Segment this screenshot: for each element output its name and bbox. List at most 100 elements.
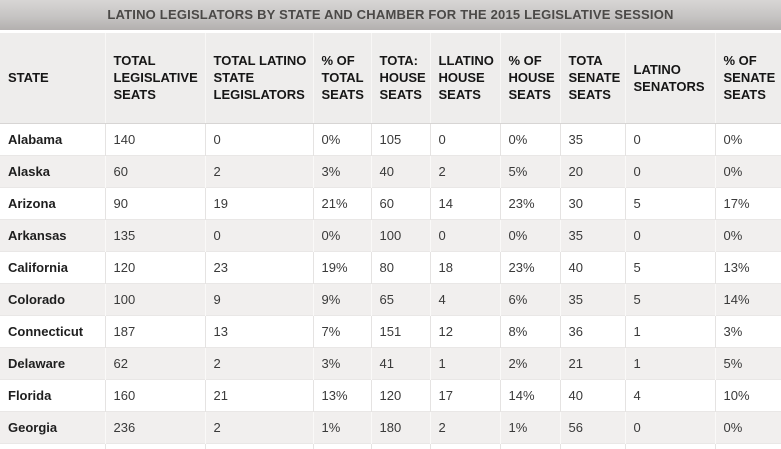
column-header-latino-senators: LATINO SENATORS [624,33,715,124]
state-cell: Alaska [0,154,105,187]
value-cell: 17% [714,186,781,219]
value-cell: 9 [204,282,313,315]
value-cell: 2 [204,346,313,379]
table-title: LATINO LEGISLATORS BY STATE AND CHAMBER … [0,0,781,30]
value-cell: 35 [559,123,625,155]
value-cell: 13% [714,250,781,283]
value-cell: 30 [559,186,625,219]
column-header-of-total-seats: % OF TOTAL SEATS [312,33,371,124]
column-header-total-latino-state-legislators: TOTAL LATINO STATE LEGISLATORS [204,33,313,124]
value-cell: 0 [624,410,715,443]
value-cell [559,442,625,449]
value-cell [104,442,205,449]
state-cell: Delaware [0,346,105,379]
value-cell: 120 [370,378,430,411]
table-row-alaska: Alaska 60 2 3% 40 2 5% 20 0 0% [0,154,781,187]
column-header-state: STATE [0,33,105,124]
value-cell [499,442,560,449]
value-cell: 105 [370,123,430,155]
value-cell: 18 [429,250,500,283]
table-row-colorado: Colorado 100 9 9% 65 4 6% 35 5 14% [0,282,781,315]
value-cell: 0% [499,123,560,155]
value-cell: 0% [714,154,781,187]
column-header-of-house-seats: % OF HOUSE SEATS [499,33,560,124]
state-cell [0,442,105,449]
value-cell: 14% [499,378,560,411]
value-cell: 23% [499,250,560,283]
value-cell: 2 [429,154,500,187]
value-cell: 236 [104,410,205,443]
value-cell: 4 [429,282,500,315]
table-header: STATE TOTAL LEGISLATIVE SEATS TOTAL LATINO… [0,33,781,124]
value-cell: 13% [312,378,371,411]
value-cell: 5 [624,186,715,219]
table-row-arizona: Arizona 90 19 21% 60 14 23% 30 5 17% [0,186,781,219]
column-header-llatino-house-seats: LLATINO HOUSE SEATS [429,33,500,124]
value-cell: 40 [370,154,430,187]
value-cell [624,442,715,449]
value-cell: 2% [499,346,560,379]
value-cell: 56 [559,410,625,443]
value-cell: 1 [429,346,500,379]
value-cell: 17 [429,378,500,411]
value-cell: 12 [429,314,500,347]
value-cell: 20 [559,154,625,187]
state-cell: California [0,250,105,283]
value-cell: 1 [624,314,715,347]
value-cell: 3% [714,314,781,347]
value-cell: 0% [714,218,781,251]
value-cell: 135 [104,218,205,251]
value-cell: 5% [499,154,560,187]
value-cell: 0 [624,123,715,155]
value-cell: 5% [714,346,781,379]
legislators-table: STATE TOTAL LEGISLATIVE SEATS TOTAL LATINO… [0,33,781,449]
value-cell: 0% [312,218,371,251]
value-cell: 160 [104,378,205,411]
value-cell: 8% [499,314,560,347]
value-cell: 0 [429,218,500,251]
value-cell: 9% [312,282,371,315]
state-cell: Georgia [0,410,105,443]
value-cell [370,442,430,449]
table-row-california: California 120 23 19% 80 18 23% 40 5 13% [0,250,781,283]
state-cell: Colorado [0,282,105,315]
value-cell: 19% [312,250,371,283]
value-cell: 41 [370,346,430,379]
value-cell: 35 [559,282,625,315]
value-cell: 0% [312,123,371,155]
table-row-florida: Florida 160 21 13% 120 17 14% 40 4 10% [0,378,781,411]
value-cell: 0 [204,123,313,155]
value-cell: 4 [624,378,715,411]
value-cell: 2 [204,410,313,443]
value-cell: 0 [429,123,500,155]
value-cell: 90 [104,186,205,219]
value-cell: 0 [624,154,715,187]
value-cell: 21 [559,346,625,379]
value-cell: 60 [104,154,205,187]
value-cell: 1% [499,410,560,443]
value-cell: 40 [559,250,625,283]
value-cell: 100 [104,282,205,315]
value-cell: 3% [312,346,371,379]
table-row-connecticut: Connecticut 187 13 7% 151 12 8% 36 1 3% [0,314,781,347]
value-cell: 6% [499,282,560,315]
column-header-total-legislative-seats: TOTAL LEGISLATIVE SEATS [104,33,205,124]
value-cell: 35 [559,218,625,251]
value-cell: 13 [204,314,313,347]
value-cell: 23% [499,186,560,219]
state-cell: Alabama [0,123,105,155]
value-cell: 1 [624,346,715,379]
table-body: Alabama 140 0 0% 105 0 0% 35 0 0% Alaska 60 2 3% 40 2 5%… [0,123,781,449]
value-cell [714,442,781,449]
value-cell: 0% [714,410,781,443]
value-cell: 21% [312,186,371,219]
state-cell: Arizona [0,186,105,219]
value-cell: 5 [624,250,715,283]
state-cell: Arkansas [0,218,105,251]
value-cell: 120 [104,250,205,283]
table-row-georgia: Georgia 236 2 1% 180 2 1% 56 0 0% [0,410,781,443]
value-cell: 0 [624,218,715,251]
table-row-partial [0,442,781,449]
value-cell: 21 [204,378,313,411]
